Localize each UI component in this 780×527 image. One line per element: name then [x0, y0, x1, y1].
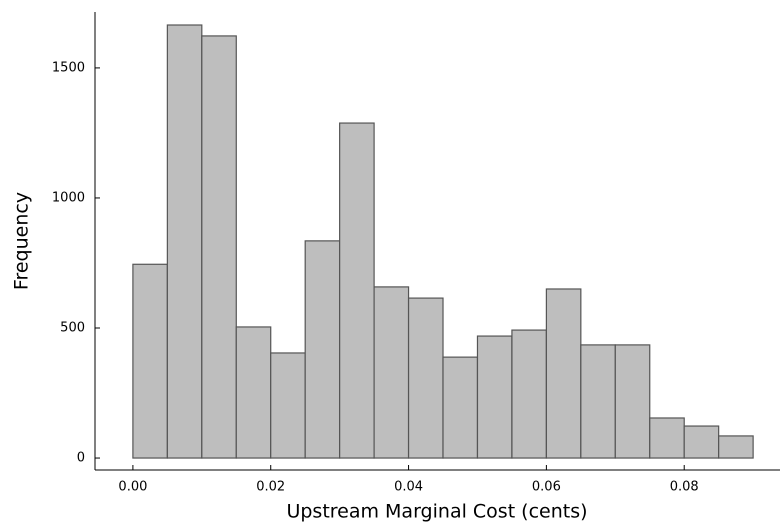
x-tick-label: 0.00	[118, 480, 147, 495]
y-tick-label: 0	[77, 451, 85, 466]
y-tick-label: 1500	[52, 60, 85, 75]
x-tick-label: 0.06	[532, 480, 561, 495]
bar	[166, 24, 203, 459]
x-tick-label: 0.02	[256, 480, 285, 495]
bar	[235, 326, 272, 459]
bar	[270, 352, 306, 459]
x-tick-label: 0.04	[394, 480, 423, 495]
bar	[442, 356, 479, 459]
bar	[718, 435, 754, 459]
bar	[407, 297, 444, 459]
x-axis-label: Upstream Marginal Cost (cents)	[286, 501, 587, 523]
bar	[649, 417, 685, 459]
bar	[683, 425, 720, 459]
x-tick-label: 0.08	[670, 480, 699, 495]
bar	[511, 329, 547, 459]
bar	[339, 122, 375, 459]
y-axis-label: Frequency	[11, 192, 33, 290]
bar	[580, 344, 616, 459]
bar	[201, 35, 237, 459]
bar	[476, 335, 513, 459]
bar	[614, 344, 651, 459]
bar	[132, 263, 168, 459]
y-tick-label: 500	[60, 320, 85, 335]
y-tick-label: 1000	[52, 190, 85, 205]
bar	[304, 240, 341, 459]
bar	[373, 286, 410, 459]
bar	[545, 288, 582, 459]
